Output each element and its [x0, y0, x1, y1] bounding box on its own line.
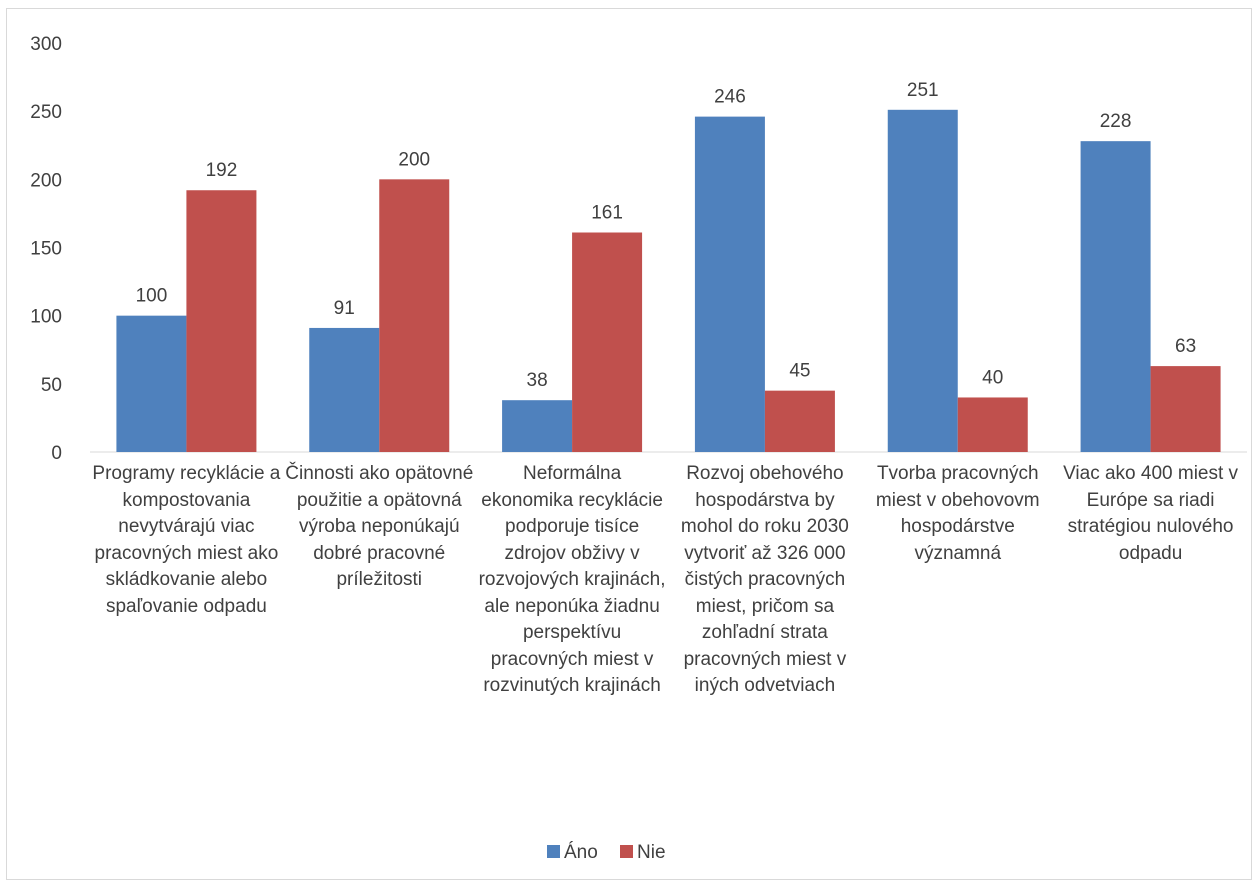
bar-nie [957, 397, 1028, 452]
bar-chart: 0 50 100 150 200 250 300 100 91 38 246 251 228 192 20… [30, 34, 1247, 863]
data-label: 192 [206, 160, 238, 181]
data-label: 228 [1100, 111, 1132, 132]
y-tick-label: 50 [41, 375, 62, 396]
chart-area: 0 50 100 150 200 250 300 100 91 38 246 251 228 192 20… [6, 8, 1252, 880]
bar-nie [186, 190, 257, 453]
legend-swatch [547, 845, 560, 858]
x-category-label: Tvorba pracovných miest v obehovovm hosp… [875, 463, 1040, 564]
bar-series [116, 109, 1221, 453]
x-category-label: Činnosti ako opätovné použitie a opätovn… [285, 463, 474, 590]
data-labels: 100 91 38 246 251 228 192 200 161 45 40 63 [136, 80, 1197, 391]
data-label: 161 [591, 203, 623, 224]
y-tick-label: 200 [30, 170, 62, 191]
data-label: 200 [398, 149, 430, 170]
y-tick-label: 0 [51, 443, 62, 464]
data-label: 40 [982, 367, 1003, 388]
bar-nie [379, 179, 450, 453]
bar-ano [1080, 141, 1151, 452]
data-label: 45 [789, 361, 810, 382]
bar-ano [887, 109, 958, 452]
data-label: 38 [527, 370, 548, 391]
bar-ano [502, 400, 573, 452]
legend-label: Nie [637, 842, 666, 863]
x-category-label: Viac ako 400 miest v Európe sa riadi str… [1063, 463, 1239, 564]
legend-swatch [620, 845, 633, 858]
data-label: 63 [1175, 336, 1196, 357]
x-category-label: Rozvoj obehového hospodárstva by mohol d… [680, 463, 849, 696]
data-label: 251 [907, 80, 939, 101]
y-tick-label: 150 [30, 239, 62, 260]
y-tick-label: 250 [30, 102, 62, 123]
bar-ano [309, 327, 380, 452]
legend-label: Áno [564, 842, 598, 863]
x-category-label: Programy recyklácie a kompostovania nevy… [92, 463, 281, 617]
legend: Áno Nie [547, 842, 666, 863]
bar-nie [572, 232, 643, 452]
y-tick-label: 100 [30, 307, 62, 328]
data-label: 91 [334, 298, 355, 319]
y-tick-label: 300 [30, 34, 62, 55]
bar-nie [1150, 366, 1221, 452]
x-category-label: Neformálna ekonomika recyklácie podporuj… [478, 463, 666, 696]
data-label: 246 [714, 87, 746, 108]
data-label: 100 [136, 286, 168, 307]
bar-ano [694, 116, 765, 453]
bar-nie [764, 390, 835, 452]
y-axis: 0 50 100 150 200 250 300 [30, 34, 62, 464]
bar-ano [116, 315, 187, 452]
